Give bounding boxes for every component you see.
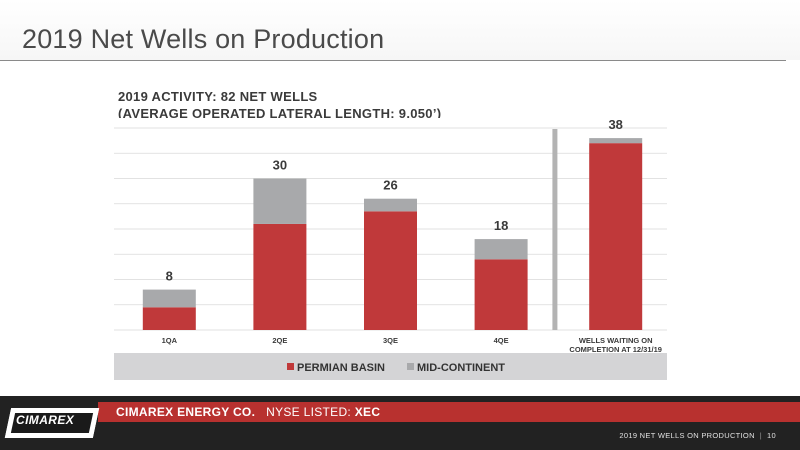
- total-label: 8: [166, 269, 173, 284]
- bar-permian-3: [364, 211, 417, 330]
- chart-container: 8 1QA 30 2QE 26 3QE 18 4QE 38 WELLS WAITING ON COM…: [114, 118, 667, 380]
- net-wells-chart: 8 1QA 30 2QE 26 3QE 18 4QE 38 WELLS WAITING ONCOM…: [114, 118, 667, 380]
- bar-permian-5: [589, 143, 643, 330]
- category-label: 1QA: [162, 336, 178, 345]
- ticker: XEC: [354, 405, 381, 419]
- footer-company: CIMAREX ENERGY CO. NYSE LISTED: XEC: [116, 405, 380, 419]
- bar-permian-4: [474, 259, 528, 330]
- legend-swatch: [287, 363, 294, 370]
- category-label: COMPLETION AT 12/31/19: [569, 345, 662, 354]
- activity-heading: 2019 ACTIVITY: 82 NET WELLS (AVERAGE OPE…: [118, 88, 441, 122]
- title-divider: [0, 60, 786, 61]
- activity-heading-line2: (AVERAGE OPERATED LATERAL LENGTH: 9,050’…: [118, 106, 442, 121]
- category-label: 2QE: [272, 336, 287, 345]
- bar-midcontinent-3: [364, 198, 417, 212]
- bar-midcontinent-2: [253, 178, 307, 224]
- bar-midcontinent-1: [142, 289, 196, 308]
- total-label: 30: [273, 158, 287, 173]
- legend-label: MID-CONTINENT: [417, 362, 505, 374]
- legend-label: PERMIAN BASIN: [297, 362, 385, 374]
- bar-permian-2: [253, 223, 307, 330]
- legend-swatch: [407, 363, 414, 370]
- page-number: 10: [767, 431, 776, 440]
- footer-red-band: [98, 402, 800, 422]
- waiting-separator: [552, 129, 558, 330]
- category-label: WELLS WAITING ON: [579, 336, 653, 345]
- company-name: CIMAREX ENERGY CO.: [116, 405, 256, 419]
- legend-band: [114, 353, 667, 380]
- page-label: 2019 NET WELLS ON PRODUCTION: [619, 431, 755, 440]
- page-title: 2019 Net Wells on Production: [22, 24, 385, 54]
- bar-midcontinent-5: [589, 138, 643, 144]
- total-label: 18: [494, 218, 508, 233]
- bar-midcontinent-4: [474, 239, 528, 260]
- total-label: 26: [383, 178, 397, 193]
- title-band: [0, 0, 800, 60]
- footer-note: 2019 NET WELLS ON PRODUCTION | 10: [619, 431, 776, 440]
- bar-permian-1: [142, 307, 196, 330]
- activity-heading-line1: 2019 ACTIVITY: 82 NET WELLS: [118, 89, 318, 104]
- listing-label: NYSE LISTED:: [266, 405, 352, 419]
- total-label: 38: [608, 118, 622, 132]
- logo-text: CIMAREX: [16, 413, 75, 427]
- category-label: 3QE: [383, 336, 398, 345]
- category-label: 4QE: [494, 336, 509, 345]
